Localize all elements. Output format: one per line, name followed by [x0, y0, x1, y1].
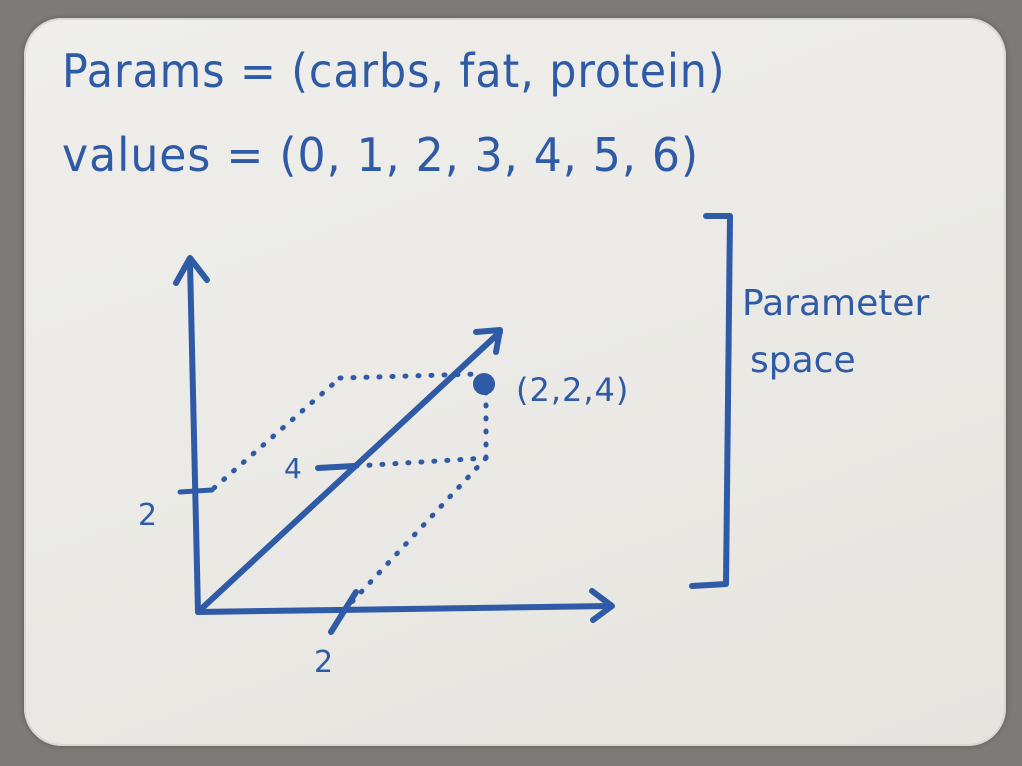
bracket-label-line2: space [750, 340, 856, 381]
projection-dotted-lines [211, 371, 489, 607]
params-line: Params = (carbs, fat, protein) [62, 44, 726, 98]
vertical-tick-label: 2 [138, 498, 157, 533]
diagonal-tick-label: 4 [284, 452, 302, 485]
horizontal-tick-label: 2 [314, 645, 333, 680]
parameter-space-bracket [689, 213, 733, 589]
diagonal-tick [315, 463, 357, 471]
diagonal-axis [195, 327, 503, 615]
point-label: (2,2,4) [516, 371, 629, 409]
horizontal-axis [195, 588, 615, 623]
vertical-axis [173, 255, 210, 615]
point-marker [473, 373, 495, 395]
whiteboard [24, 18, 1006, 746]
values-line: values = (0, 1, 2, 3, 4, 5, 6) [62, 128, 700, 182]
bracket-label-line1: Parameter [742, 283, 929, 324]
vertical-tick [177, 487, 215, 495]
